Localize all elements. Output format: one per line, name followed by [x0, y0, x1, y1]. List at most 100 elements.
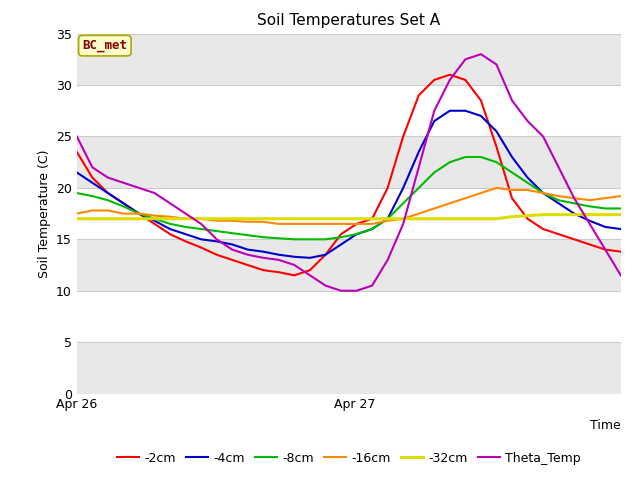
-2cm	[415, 93, 422, 98]
Theta_Temp	[493, 61, 500, 67]
-32cm	[135, 216, 143, 222]
-32cm	[291, 216, 298, 222]
-4cm	[461, 108, 469, 114]
-4cm	[120, 201, 127, 206]
-2cm	[182, 239, 189, 244]
-16cm	[384, 218, 392, 224]
-4cm	[586, 218, 593, 224]
-2cm	[461, 77, 469, 83]
-4cm	[291, 254, 298, 260]
-4cm	[555, 201, 563, 206]
Theta_Temp	[197, 221, 205, 227]
-4cm	[570, 211, 578, 216]
-4cm	[431, 118, 438, 124]
Theta_Temp	[291, 262, 298, 268]
Theta_Temp	[555, 165, 563, 170]
-2cm	[135, 211, 143, 216]
-16cm	[586, 197, 593, 203]
-8cm	[150, 216, 158, 222]
-4cm	[353, 231, 360, 237]
-8cm	[73, 190, 81, 196]
Theta_Temp	[275, 257, 283, 263]
-4cm	[602, 224, 609, 230]
-16cm	[570, 195, 578, 201]
-16cm	[446, 201, 454, 206]
-32cm	[275, 216, 283, 222]
-2cm	[477, 97, 484, 103]
-32cm	[150, 216, 158, 222]
-32cm	[617, 212, 625, 217]
-2cm	[244, 262, 252, 268]
-4cm	[150, 218, 158, 224]
Y-axis label: Soil Temperature (C): Soil Temperature (C)	[38, 149, 51, 278]
-4cm	[524, 175, 531, 180]
-4cm	[493, 129, 500, 134]
Theta_Temp	[150, 190, 158, 196]
-32cm	[431, 216, 438, 222]
-8cm	[477, 154, 484, 160]
-2cm	[275, 269, 283, 275]
-16cm	[88, 208, 96, 214]
Theta_Temp	[477, 51, 484, 57]
-4cm	[197, 237, 205, 242]
-8cm	[322, 237, 330, 242]
-4cm	[477, 113, 484, 119]
-2cm	[88, 175, 96, 180]
-2cm	[570, 237, 578, 242]
Theta_Temp	[213, 237, 221, 242]
-2cm	[337, 231, 345, 237]
-16cm	[508, 187, 516, 193]
Bar	[77, 136, 621, 188]
-2cm	[228, 257, 236, 263]
-4cm	[368, 226, 376, 232]
-16cm	[104, 208, 112, 214]
-32cm	[182, 216, 189, 222]
-32cm	[586, 212, 593, 217]
-8cm	[228, 230, 236, 236]
Theta_Temp	[617, 273, 625, 278]
Theta_Temp	[415, 165, 422, 170]
-16cm	[353, 221, 360, 227]
-2cm	[368, 216, 376, 222]
-32cm	[384, 216, 392, 222]
-4cm	[322, 252, 330, 258]
-16cm	[368, 221, 376, 227]
-2cm	[259, 267, 267, 273]
-2cm	[120, 201, 127, 206]
-8cm	[197, 226, 205, 232]
-4cm	[384, 216, 392, 222]
-4cm	[446, 108, 454, 114]
-8cm	[586, 204, 593, 209]
-16cm	[461, 195, 469, 201]
-2cm	[617, 249, 625, 254]
-4cm	[182, 231, 189, 237]
-2cm	[555, 231, 563, 237]
-2cm	[73, 149, 81, 155]
Theta_Temp	[322, 283, 330, 288]
-16cm	[337, 221, 345, 227]
-8cm	[570, 201, 578, 206]
-16cm	[182, 216, 189, 222]
-8cm	[244, 232, 252, 238]
-32cm	[602, 212, 609, 217]
-8cm	[493, 159, 500, 165]
-16cm	[431, 205, 438, 211]
-4cm	[166, 226, 174, 232]
Theta_Temp	[120, 180, 127, 186]
-16cm	[555, 193, 563, 199]
-32cm	[477, 216, 484, 222]
-8cm	[399, 201, 407, 206]
-32cm	[306, 216, 314, 222]
Bar	[77, 240, 621, 291]
-16cm	[540, 190, 547, 196]
Theta_Temp	[337, 288, 345, 294]
-4cm	[213, 239, 221, 244]
Bar	[77, 342, 621, 394]
-8cm	[291, 237, 298, 242]
Theta_Temp	[586, 221, 593, 227]
-2cm	[586, 241, 593, 247]
-16cm	[197, 216, 205, 222]
-2cm	[306, 267, 314, 273]
Theta_Temp	[104, 175, 112, 180]
-32cm	[446, 216, 454, 222]
